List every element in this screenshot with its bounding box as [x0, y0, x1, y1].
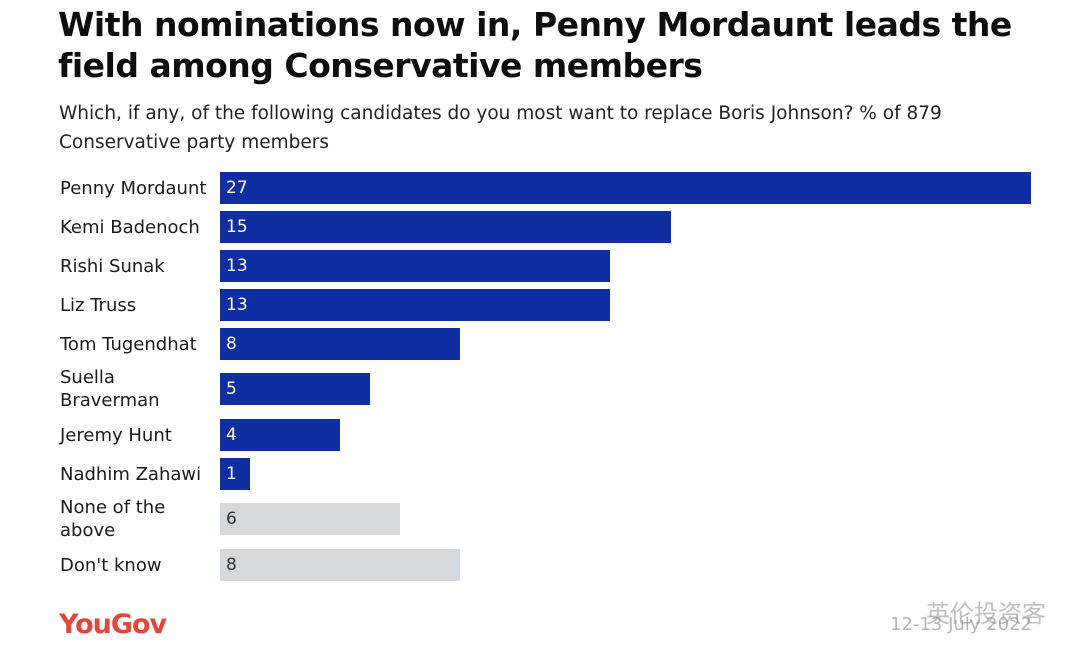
category-label: Nadhim Zahawi — [60, 463, 202, 485]
category-label: Kemi Badenoch — [60, 216, 200, 238]
data-label: 5 — [226, 379, 237, 399]
yougov-logo: YouGov — [59, 609, 167, 640]
bar — [220, 373, 370, 405]
bar — [220, 211, 671, 243]
category-label: Jeremy Hunt — [60, 424, 172, 446]
data-label: 8 — [226, 555, 237, 575]
bar — [220, 289, 610, 321]
category-label: None of the above — [60, 497, 166, 541]
category-label: Suella Braverman — [60, 367, 160, 411]
data-label: 1 — [226, 464, 237, 484]
data-label: 8 — [226, 334, 237, 354]
bar — [220, 419, 340, 451]
category-label: Don't know — [60, 554, 162, 576]
chart-title: With nominations now in, Penny Mordaunt … — [58, 5, 1012, 85]
data-label: 27 — [226, 178, 248, 198]
category-label: Liz Truss — [60, 294, 137, 316]
watermark: 英伦投资客 — [926, 600, 1046, 628]
bar — [220, 549, 460, 581]
category-label: Tom Tugendhat — [60, 333, 197, 355]
category-label: Penny Mordaunt — [60, 177, 207, 199]
data-label: 13 — [226, 295, 248, 315]
data-label: 6 — [226, 509, 237, 529]
data-label: 15 — [226, 217, 248, 237]
bar — [220, 458, 250, 490]
data-label: 4 — [226, 425, 237, 445]
chart-subtitle: Which, if any, of the following candidat… — [59, 103, 942, 153]
bar — [220, 172, 1031, 204]
data-label: 13 — [226, 256, 248, 276]
survey-date: 12-13 July 2022 — [890, 614, 1032, 635]
category-label: Rishi Sunak — [60, 255, 165, 277]
bar — [220, 328, 460, 360]
bar — [220, 503, 400, 535]
bar — [220, 250, 610, 282]
